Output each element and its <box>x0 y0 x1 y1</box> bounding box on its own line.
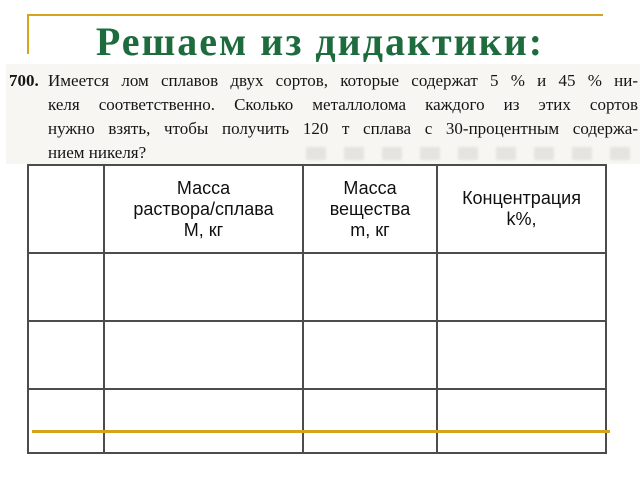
table-row <box>27 252 607 322</box>
gold-frame-bottom-line <box>32 430 610 433</box>
slide-title: Решаем из дидактики: <box>95 19 545 64</box>
problem-number: 700. <box>9 71 39 90</box>
table-cell <box>302 252 438 322</box>
table-row <box>27 320 607 390</box>
table-row <box>27 388 607 454</box>
table-header-row: Масса раствора/сплава М, кг Масса вещест… <box>27 164 607 254</box>
table-header-mass-substance: Масса вещества m, кг <box>302 164 438 254</box>
problem-line: Имеется лом сплавов двух сортов, которые… <box>48 71 638 90</box>
table-cell <box>436 320 607 390</box>
table-header-concentration: Концентрация k%, <box>436 164 607 254</box>
table-cell <box>103 252 304 322</box>
table-cell <box>302 320 438 390</box>
problem-line: келя соответственно. Сколько металлолома… <box>48 95 638 114</box>
table-cell <box>302 388 438 454</box>
table-header-mass-mixture: Масса раствора/сплава М, кг <box>103 164 304 254</box>
table-cell <box>27 320 105 390</box>
gold-frame-top-line <box>27 14 603 16</box>
problem-line: нием никеля? <box>48 143 147 162</box>
table-cell <box>436 388 607 454</box>
table-cell <box>103 320 304 390</box>
problem-text: 700. Имеется лом сплавов двух сортов, ко… <box>6 64 640 164</box>
gold-frame-left-line <box>27 14 29 54</box>
table-header-empty <box>27 164 105 254</box>
solution-table: Масса раствора/сплава М, кг Масса вещест… <box>27 164 607 454</box>
textbook-problem-scan: 700. Имеется лом сплавов двух сортов, ко… <box>6 64 640 164</box>
table-cell <box>103 388 304 454</box>
table-cell <box>436 252 607 322</box>
table-cell <box>27 252 105 322</box>
table-cell <box>27 388 105 454</box>
problem-line: нужно взять, чтобы получить 120 т сплава… <box>48 119 638 138</box>
